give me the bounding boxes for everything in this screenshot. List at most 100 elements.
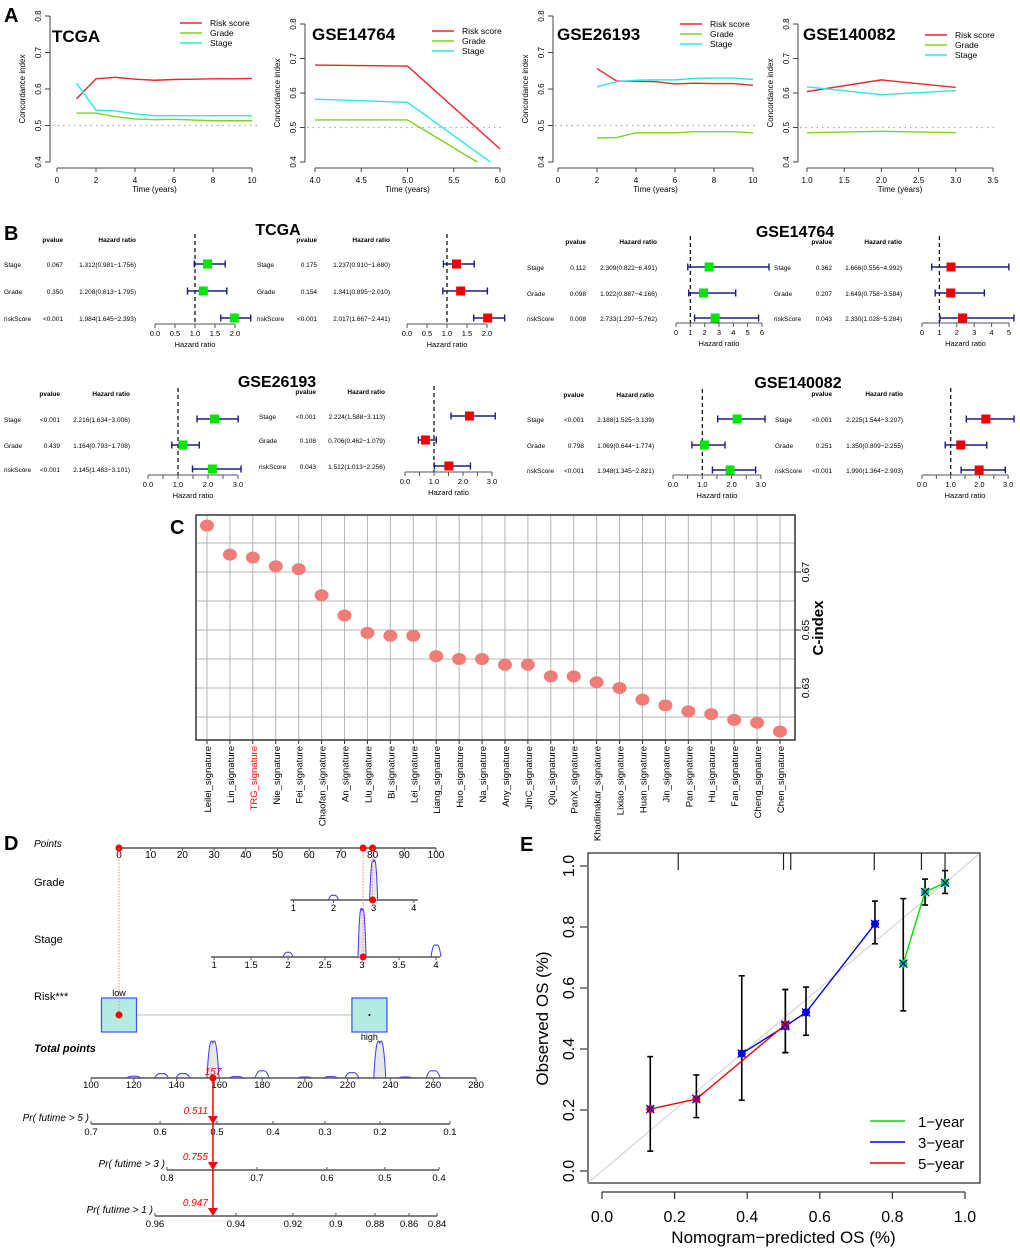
- tick-label: 200: [297, 1080, 313, 1091]
- row-pvalue: <0.001: [812, 417, 832, 424]
- x-tick-label: 1.5: [462, 329, 472, 338]
- row-label: Stage: [257, 262, 274, 269]
- x-tick-label: 4: [634, 176, 639, 185]
- cindex-point-JinC_signature: [520, 658, 535, 671]
- variable-label: Stage: [34, 934, 63, 946]
- cindex-point-Cheng_signature: [750, 716, 765, 729]
- hazard-ratio-box: [725, 465, 735, 475]
- panel-label: E: [520, 834, 533, 856]
- category-label: Pan_signature: [684, 746, 695, 807]
- probability-label: Pr( futime > 1 ): [87, 1205, 153, 1216]
- y-axis-label: Concordance index: [521, 55, 530, 124]
- tick-label: 40: [240, 850, 252, 861]
- pvalue-header: pvalue: [811, 239, 832, 246]
- pvalue-header: pvalue: [42, 237, 63, 244]
- row-pvalue: 0.207: [816, 291, 833, 298]
- tick-label: 0.2: [373, 1127, 386, 1138]
- row-pvalue: 0.439: [44, 443, 61, 450]
- x-tick-label: 3.0: [233, 480, 243, 489]
- row-pvalue: 0.098: [570, 291, 587, 298]
- hazard-ratio-box: [981, 414, 991, 424]
- y-axis-label: Concordance index: [18, 55, 27, 124]
- hazard-ratio-header: Hazard ratio: [616, 392, 654, 399]
- hazard-ratio-header: Hazard ratio: [92, 391, 130, 398]
- tick-label: 0.3: [318, 1127, 331, 1138]
- row-hazard-ratio: 1.990(1.364−2.903): [846, 468, 903, 475]
- row-hazard-ratio: 2.224(1.588−3.113): [329, 414, 385, 421]
- tick-label: 2: [285, 960, 290, 971]
- prediction-arrow: [207, 1162, 218, 1170]
- x-tick-label: 4: [133, 176, 138, 185]
- tick-label: 280: [468, 1080, 484, 1091]
- row-pvalue: 0.154: [301, 289, 318, 296]
- patient-risk-marker: [115, 1011, 123, 1019]
- series-line-risk-score: [596, 67, 754, 87]
- cindex-point-Chaofan_signature: [314, 589, 329, 602]
- cindex-point-Huo_signature: [452, 653, 467, 665]
- x-axis-label: Hazard ratio: [428, 488, 469, 497]
- row-hazard-ratio: 2.145(1.483−3.101): [73, 467, 130, 474]
- row-pvalue: 0.043: [300, 464, 317, 471]
- row-pvalue: 0.112: [570, 265, 586, 272]
- hazard-ratio-box: [946, 262, 956, 272]
- y-tick-label: 0.4: [289, 156, 298, 168]
- y-tick-label: 0.4: [561, 1038, 578, 1060]
- row-pvalue: 0.350: [47, 289, 64, 296]
- y-tick-label: 0.8: [289, 18, 298, 30]
- category-label: Nie_signature: [272, 746, 283, 805]
- pvalue-header: pvalue: [565, 239, 586, 246]
- row-label: riskScore: [259, 464, 286, 471]
- hazard-ratio-box: [699, 288, 709, 298]
- x-tick-label: 0.0: [143, 480, 153, 489]
- y-tick-label: 1.0: [561, 855, 578, 877]
- y-tick-label: 0.7: [782, 52, 791, 64]
- series-line-stage: [596, 77, 754, 88]
- forest-title: GSE140082: [754, 375, 841, 392]
- tick-label: 140: [169, 1080, 185, 1091]
- calibration-line-5-year: [650, 1024, 786, 1110]
- row-hazard-ratio: 1.208(0.813−1.795): [79, 289, 136, 296]
- series-line-stage: [314, 98, 492, 162]
- tick-label: 0.6: [320, 1173, 333, 1184]
- prediction-value: 0.755: [183, 1152, 208, 1163]
- chart-title: GSE140082: [803, 25, 896, 44]
- category-label: Any_signature: [501, 746, 512, 807]
- row-label: Stage: [527, 417, 544, 424]
- row-pvalue: 0.251: [816, 443, 833, 450]
- x-tick-label: 6: [673, 176, 678, 185]
- x-tick-label: 1.0: [954, 1209, 976, 1226]
- row-hazard-ratio: 0.706(0.462−1.079): [328, 438, 385, 445]
- cindex-point-Nie_signature: [268, 560, 283, 573]
- row-pvalue: <0.001: [43, 316, 63, 323]
- density-bump: [206, 1040, 220, 1079]
- row-pvalue: 0.043: [816, 316, 833, 323]
- y-tick-label: 0.5: [782, 121, 791, 133]
- x-axis-label: Hazard ratio: [699, 339, 740, 348]
- density-bump: [373, 1040, 387, 1079]
- x-axis-label: Hazard ratio: [945, 491, 986, 500]
- hazard-ratio-box: [207, 464, 217, 474]
- cindex-point-PanX_signature: [566, 670, 581, 683]
- tick-label: 0.4: [266, 1127, 279, 1138]
- hazard-ratio-box: [483, 313, 493, 323]
- cindex-point-Lei_signature: [406, 629, 421, 642]
- x-tick-label: 0.2: [663, 1209, 685, 1226]
- bias-corrected-marker: [645, 1104, 655, 1114]
- density-bump: [254, 1070, 270, 1079]
- row-hazard-ratio: 1.350(0.809−2.255): [846, 443, 903, 450]
- category-label: Lixiao_signature: [616, 746, 627, 815]
- row-hazard-ratio: 2.188(1.525−3.139): [597, 417, 654, 424]
- probability-label: Pr( futime > 5 ): [23, 1113, 89, 1124]
- bias-corrected-marker: [940, 878, 950, 888]
- x-tick-label: 2: [703, 328, 707, 337]
- y-axis-label: Concordance index: [766, 59, 775, 128]
- bias-corrected-marker: [737, 1049, 747, 1059]
- row-hazard-ratio: 1.341(0.895−2.010): [333, 289, 390, 296]
- tick-label: 3: [371, 903, 376, 914]
- tick-label: 2: [331, 903, 336, 914]
- category-label: JinC_signature: [524, 746, 535, 809]
- bias-corrected-marker: [780, 1020, 790, 1030]
- cindex-point-Hu_signature: [704, 708, 719, 721]
- x-tick-label: 1: [937, 328, 941, 337]
- tick-label: 70: [335, 850, 347, 861]
